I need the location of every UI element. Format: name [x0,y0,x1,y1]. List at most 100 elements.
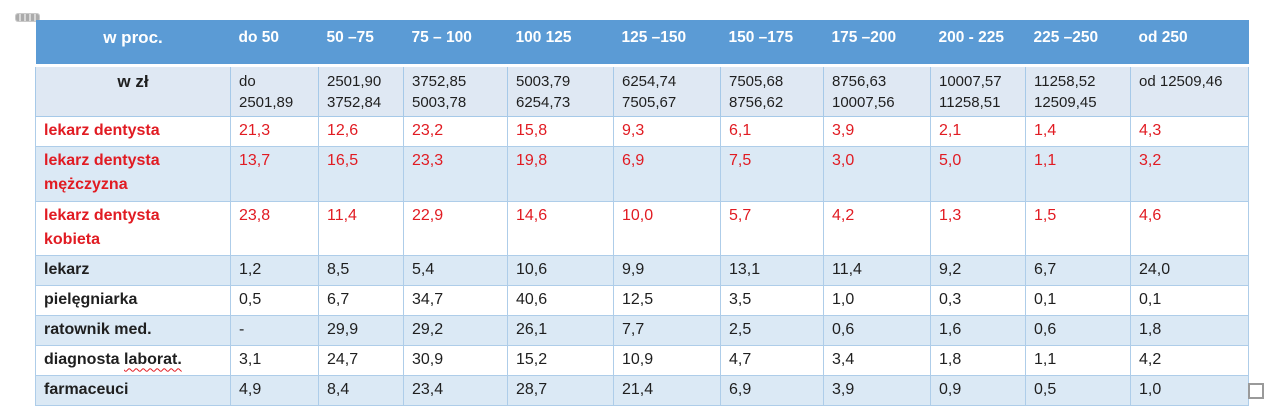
value-cell[interactable]: 34,7 [403,284,508,316]
value-cell[interactable]: 0,1 [1025,284,1131,316]
value-cell[interactable]: 0,5 [230,284,319,316]
value-cell[interactable]: 0,5 [1025,374,1131,406]
value-cell[interactable]: 22,9 [403,200,508,256]
table-resize-handle[interactable] [1248,383,1264,399]
value-cell[interactable]: - [230,314,319,346]
value-cell[interactable]: 4,2 [1130,344,1249,376]
value-cell[interactable]: 13,1 [720,254,824,286]
profession-label-cell[interactable]: farmaceuci [35,374,231,406]
value-cell[interactable]: 3,1 [230,344,319,376]
header-cell-w-proc[interactable]: w proc. [35,20,231,67]
value-cell[interactable]: 26,1 [507,314,614,346]
header-cell[interactable]: 125 –150 [613,20,721,67]
value-cell[interactable]: 28,7 [507,374,614,406]
value-cell[interactable]: 0,1 [1130,284,1249,316]
profession-label-cell[interactable]: ratownik med. [35,314,231,346]
value-cell[interactable]: 1,4 [1025,115,1131,147]
unit-range-cell[interactable]: 7505,68 8756,62 [720,64,824,117]
table-move-handle-icon[interactable] [16,14,39,21]
value-cell[interactable]: 9,2 [930,254,1026,286]
value-cell[interactable]: 5,0 [930,145,1026,202]
value-cell[interactable]: 29,9 [318,314,404,346]
value-cell[interactable]: 10,9 [613,344,721,376]
value-cell[interactable]: 24,0 [1130,254,1249,286]
value-cell[interactable]: 0,9 [930,374,1026,406]
value-cell[interactable]: 6,9 [613,145,721,202]
value-cell[interactable]: 23,2 [403,115,508,147]
value-cell[interactable]: 21,4 [613,374,721,406]
value-cell[interactable]: 23,4 [403,374,508,406]
value-cell[interactable]: 9,3 [613,115,721,147]
value-cell[interactable]: 4,3 [1130,115,1249,147]
value-cell[interactable]: 21,3 [230,115,319,147]
value-cell[interactable]: 1,6 [930,314,1026,346]
value-cell[interactable]: 4,6 [1130,200,1249,256]
unit-range-cell[interactable]: 2501,90 3752,84 [318,64,404,117]
value-cell[interactable]: 30,9 [403,344,508,376]
profession-label-cell[interactable]: lekarz dentysta [35,115,231,147]
value-cell[interactable]: 1,0 [1130,374,1249,406]
header-cell[interactable]: 75 – 100 [403,20,508,67]
value-cell[interactable]: 10,6 [507,254,614,286]
header-cell[interactable]: 225 –250 [1025,20,1131,67]
header-cell[interactable]: 100 125 [507,20,614,67]
unit-range-cell[interactable]: od 12509,46 [1130,64,1249,117]
value-cell[interactable]: 8,5 [318,254,404,286]
value-cell[interactable]: 1,8 [1130,314,1249,346]
profession-label-cell[interactable]: lekarz dentysta kobieta [35,200,231,256]
value-cell[interactable]: 12,6 [318,115,404,147]
value-cell[interactable]: 5,4 [403,254,508,286]
header-cell[interactable]: od 250 [1130,20,1249,67]
unit-range-cell[interactable]: 3752,85 5003,78 [403,64,508,117]
value-cell[interactable]: 4,9 [230,374,319,406]
value-cell[interactable]: 14,6 [507,200,614,256]
header-cell[interactable]: 50 –75 [318,20,404,67]
value-cell[interactable]: 3,4 [823,344,931,376]
value-cell[interactable]: 0,3 [930,284,1026,316]
unit-range-cell[interactable]: 5003,79 6254,73 [507,64,614,117]
value-cell[interactable]: 13,7 [230,145,319,202]
value-cell[interactable]: 16,5 [318,145,404,202]
header-cell[interactable]: do 50 [230,20,319,67]
value-cell[interactable]: 6,1 [720,115,824,147]
value-cell[interactable]: 40,6 [507,284,614,316]
value-cell[interactable]: 11,4 [823,254,931,286]
value-cell[interactable]: 2,1 [930,115,1026,147]
value-cell[interactable]: 1,2 [230,254,319,286]
value-cell[interactable]: 11,4 [318,200,404,256]
value-cell[interactable]: 0,6 [823,314,931,346]
value-cell[interactable]: 6,7 [1025,254,1131,286]
value-cell[interactable]: 19,8 [507,145,614,202]
value-cell[interactable]: 3,0 [823,145,931,202]
value-cell[interactable]: 23,3 [403,145,508,202]
value-cell[interactable]: 9,9 [613,254,721,286]
value-cell[interactable]: 1,1 [1025,344,1131,376]
unit-range-cell[interactable]: 10007,57 11258,51 [930,64,1026,117]
value-cell[interactable]: 15,8 [507,115,614,147]
value-cell[interactable]: 7,5 [720,145,824,202]
value-cell[interactable]: 7,7 [613,314,721,346]
value-cell[interactable]: 3,9 [823,374,931,406]
value-cell[interactable]: 1,1 [1025,145,1131,202]
profession-label-cell[interactable]: lekarz [35,254,231,286]
unit-label-cell[interactable]: w zł [35,64,231,117]
value-cell[interactable]: 6,7 [318,284,404,316]
profession-label-cell[interactable]: lekarz dentysta mężczyzna [35,145,231,202]
value-cell[interactable]: 1,3 [930,200,1026,256]
value-cell[interactable]: 2,5 [720,314,824,346]
value-cell[interactable]: 6,9 [720,374,824,406]
value-cell[interactable]: 4,2 [823,200,931,256]
unit-range-cell[interactable]: do 2501,89 [230,64,319,117]
value-cell[interactable]: 12,5 [613,284,721,316]
unit-range-cell[interactable]: 6254,74 7505,67 [613,64,721,117]
value-cell[interactable]: 0,6 [1025,314,1131,346]
unit-range-cell[interactable]: 11258,52 12509,45 [1025,64,1131,117]
value-cell[interactable]: 24,7 [318,344,404,376]
unit-range-cell[interactable]: 8756,63 10007,56 [823,64,931,117]
value-cell[interactable]: 8,4 [318,374,404,406]
header-cell[interactable]: 150 –175 [720,20,824,67]
header-cell[interactable]: 175 –200 [823,20,931,67]
value-cell[interactable]: 3,9 [823,115,931,147]
value-cell[interactable]: 10,0 [613,200,721,256]
value-cell[interactable]: 3,2 [1130,145,1249,202]
